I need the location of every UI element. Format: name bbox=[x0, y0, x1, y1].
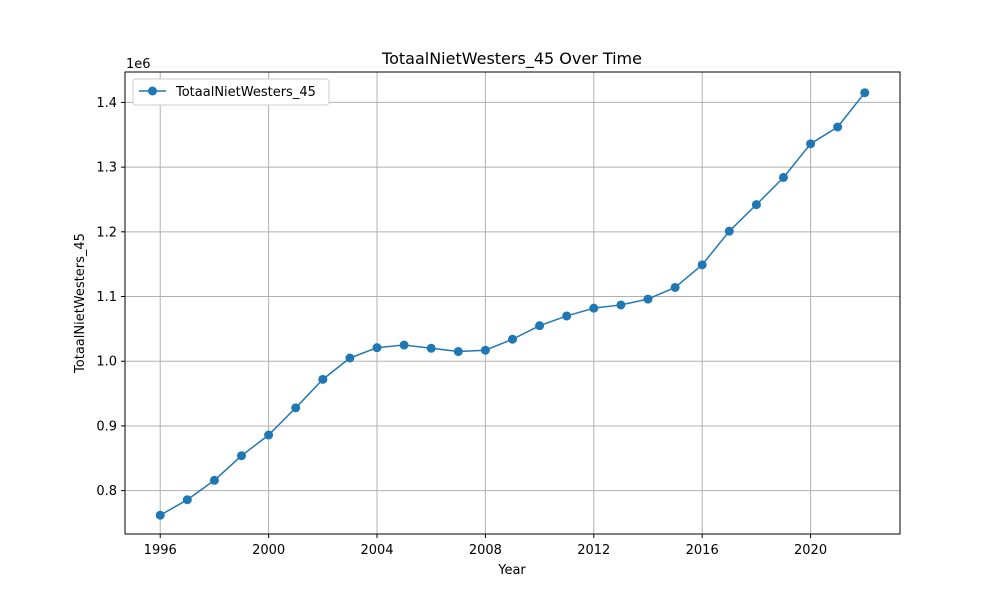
data-point bbox=[806, 139, 816, 149]
y-tick-label: 1.1 bbox=[96, 290, 117, 305]
data-point bbox=[318, 374, 328, 384]
data-point bbox=[833, 122, 843, 132]
y-tick-label: 1.0 bbox=[96, 355, 117, 370]
ticks-layer: 1996 2000 2004 2008 2012 2016 2020 0.8 0.9 1.0 1.1… bbox=[96, 96, 827, 558]
data-point bbox=[399, 340, 409, 350]
grid-layer bbox=[125, 72, 900, 534]
data-point bbox=[209, 475, 219, 485]
y-axis-offset-label: 1e6 bbox=[126, 57, 151, 72]
series-line bbox=[159, 91, 866, 516]
x-tick-label: 2016 bbox=[686, 543, 719, 558]
data-point bbox=[860, 88, 870, 98]
data-point bbox=[751, 200, 761, 210]
x-tick-label: 2020 bbox=[794, 543, 827, 558]
data-point bbox=[372, 343, 382, 353]
data-point bbox=[264, 430, 274, 440]
legend-series-label: TotaalNietWesters_45 bbox=[175, 85, 316, 100]
axes-layer bbox=[124, 71, 901, 535]
data-point bbox=[480, 345, 490, 355]
data-point bbox=[345, 353, 355, 363]
legend-box bbox=[132, 78, 330, 106]
plot-frame bbox=[124, 71, 901, 535]
data-point bbox=[508, 334, 517, 344]
data-point bbox=[535, 321, 545, 331]
x-tick-label: 2008 bbox=[469, 543, 502, 558]
data-point bbox=[724, 226, 734, 236]
y-tick-label: 0.9 bbox=[96, 419, 117, 434]
x-tick-label: 2000 bbox=[252, 543, 285, 558]
x-tick-label: 2004 bbox=[360, 543, 393, 558]
data-point bbox=[237, 451, 247, 461]
y-tick-label: 0.8 bbox=[96, 484, 117, 499]
y-tick-label: 1.4 bbox=[96, 96, 117, 111]
legend-marker-sample bbox=[148, 86, 157, 96]
series-layer bbox=[155, 88, 870, 520]
data-point bbox=[291, 403, 301, 413]
data-point bbox=[182, 495, 192, 505]
data-point bbox=[616, 300, 626, 310]
data-point bbox=[697, 260, 707, 270]
y-tick-label: 1.3 bbox=[96, 161, 117, 176]
x-tick-label: 2012 bbox=[577, 543, 610, 558]
x-tick-label: 1996 bbox=[144, 543, 177, 558]
data-point bbox=[589, 303, 599, 313]
legend: TotaalNietWesters_45 bbox=[132, 78, 330, 106]
y-tick-label: 1.2 bbox=[96, 225, 117, 240]
data-point bbox=[562, 311, 572, 321]
data-point bbox=[453, 347, 463, 357]
y-axis-label: TotaalNietWesters_45 bbox=[73, 233, 88, 374]
data-point bbox=[426, 343, 436, 353]
data-point bbox=[155, 510, 165, 520]
data-point bbox=[643, 294, 653, 304]
data-point bbox=[670, 282, 680, 292]
data-point bbox=[778, 172, 788, 182]
x-axis-label: Year bbox=[497, 563, 526, 578]
chart-title: TotaalNietWesters_45 Over Time bbox=[381, 49, 642, 69]
